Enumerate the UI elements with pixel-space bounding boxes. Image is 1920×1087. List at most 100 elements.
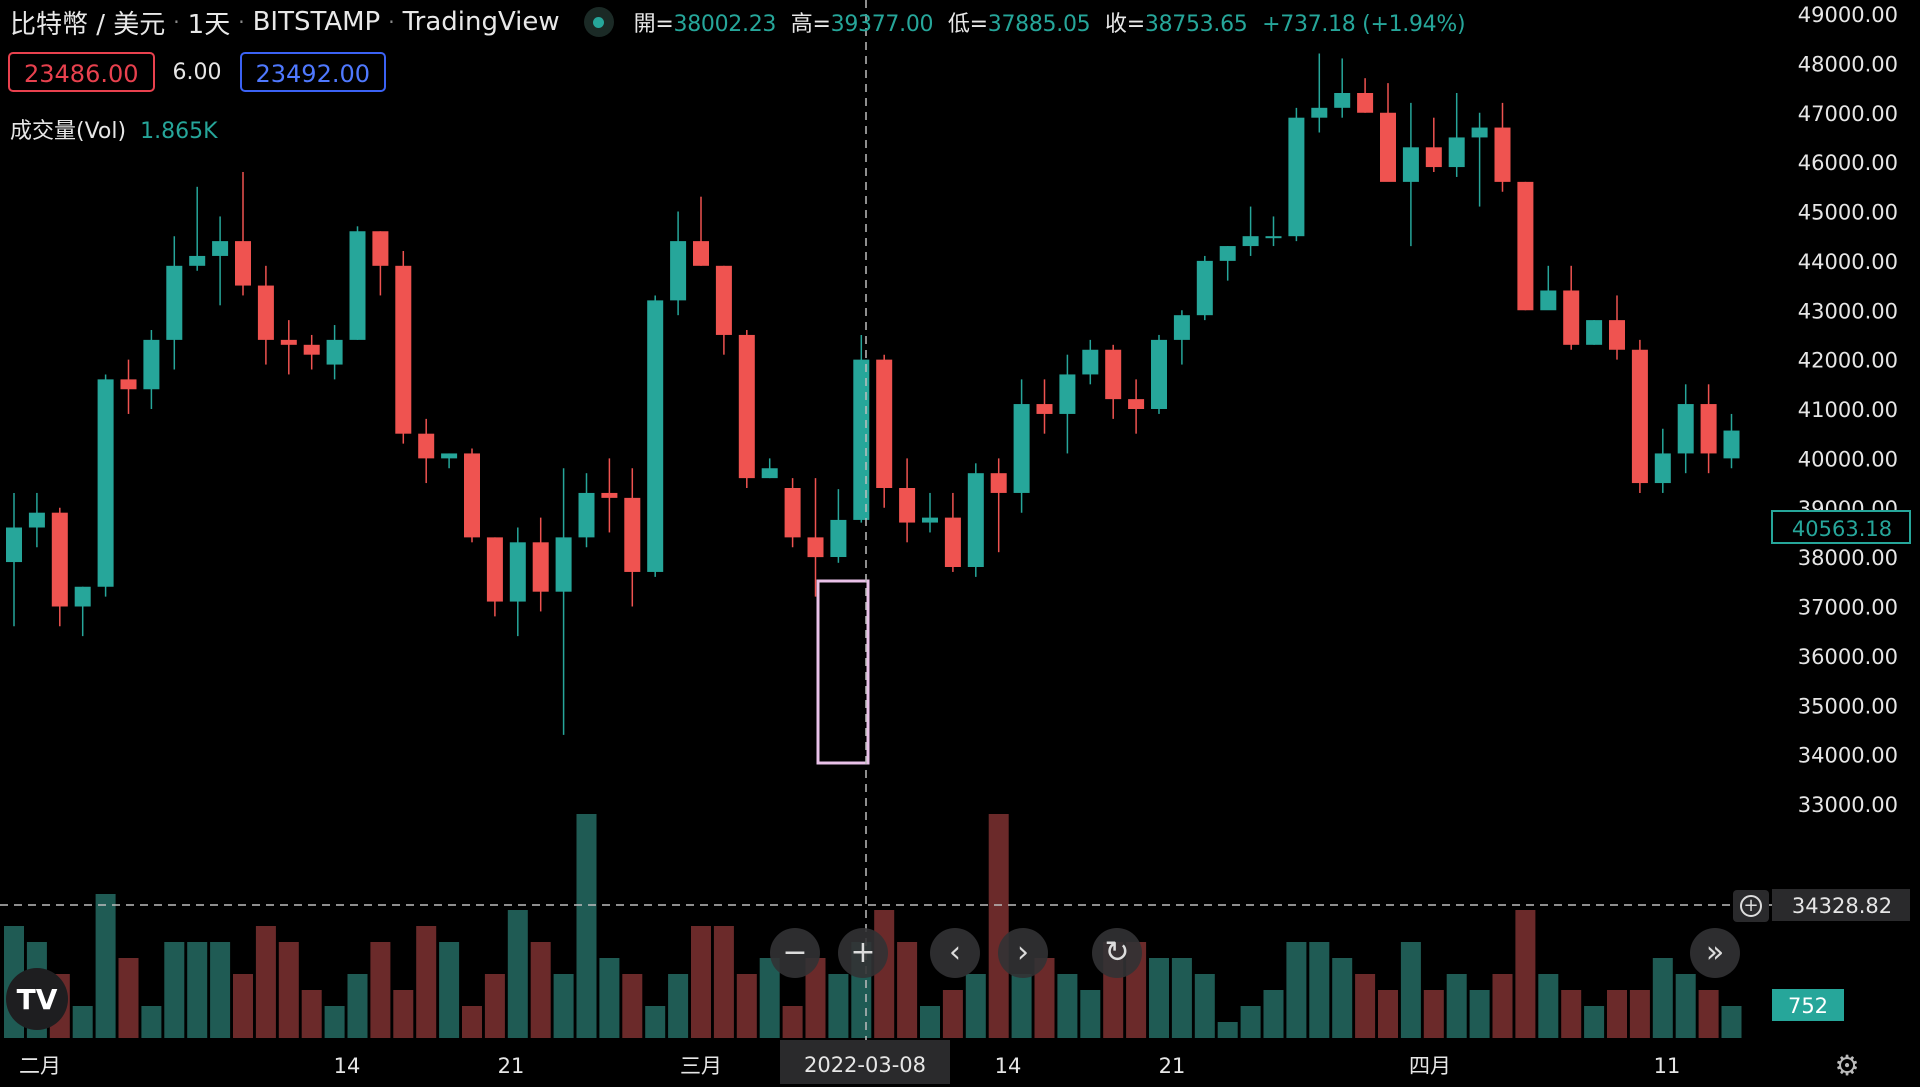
candle-body xyxy=(1425,147,1442,168)
candle xyxy=(143,330,160,409)
candle-body xyxy=(509,542,526,602)
volume-bar xyxy=(1675,974,1696,1038)
candle xyxy=(601,458,618,533)
candle xyxy=(670,211,687,316)
chart-settings-button[interactable]: ⚙ xyxy=(1832,1049,1862,1082)
candle-body xyxy=(578,492,595,538)
candle-body xyxy=(6,527,22,563)
candle-body xyxy=(1219,246,1236,261)
high-value: 39377.00 xyxy=(830,12,934,37)
reset-chart-button[interactable]: ↻ xyxy=(1092,928,1142,978)
candle-body xyxy=(899,488,916,523)
price-axis-label: 45000.00 xyxy=(1798,201,1898,225)
candle xyxy=(967,463,984,577)
candle xyxy=(1105,344,1122,419)
volume-bar xyxy=(1217,1022,1238,1038)
candle-body xyxy=(555,537,572,592)
candle xyxy=(28,492,45,548)
candle-body xyxy=(120,379,137,390)
buy-button[interactable]: 23492.00 xyxy=(239,52,387,92)
volume-bar xyxy=(988,814,1009,1038)
candle xyxy=(189,186,206,271)
time-axis[interactable]: 二月 14 21 三月 14 21 四月 11 xyxy=(19,1054,1680,1078)
sell-button[interactable]: 23486.00 xyxy=(8,52,155,92)
candle-body xyxy=(97,379,114,587)
time-axis-label: 21 xyxy=(498,1054,525,1078)
volume-bar xyxy=(462,1006,482,1038)
candle-body xyxy=(1105,349,1122,400)
volume-bar xyxy=(622,974,643,1038)
zoom-in-button[interactable]: + xyxy=(838,928,888,978)
candle-body xyxy=(738,334,755,479)
candle xyxy=(395,251,412,444)
candle-body xyxy=(326,339,343,365)
price-axis[interactable]: 49000.00 48000.00 47000.00 46000.00 45000.00… xyxy=(1798,3,1898,817)
candle xyxy=(1036,379,1053,434)
volume-bar xyxy=(1355,974,1376,1038)
crosshair-price-tag: 34328.82 xyxy=(1772,889,1910,921)
candle-body xyxy=(395,265,412,434)
volume-bar xyxy=(393,990,414,1038)
candle xyxy=(693,196,709,266)
volume-indicator-value: 1.865K xyxy=(140,119,218,144)
crosshair-date-label: 2022-03-08 xyxy=(804,1053,926,1077)
last-price-tag: 40563.18 xyxy=(1771,510,1911,544)
candle xyxy=(899,458,916,543)
candle xyxy=(212,216,229,306)
candle-body xyxy=(1357,93,1374,113)
candle xyxy=(74,586,91,637)
candle-body xyxy=(1654,453,1671,484)
candle xyxy=(853,334,870,523)
volume-bar xyxy=(1698,990,1719,1038)
candle-body xyxy=(257,285,274,340)
add-alert-button[interactable]: + xyxy=(1733,890,1769,922)
reset-icon: ↻ xyxy=(1104,935,1130,970)
volume-indicator-legend[interactable]: 成交量(Vol) 1.865K xyxy=(10,113,218,145)
volume-bar xyxy=(347,974,368,1038)
candle-body xyxy=(1563,290,1580,345)
price-axis-label: 42000.00 xyxy=(1798,349,1898,373)
volume-bar xyxy=(691,926,711,1038)
interval-label[interactable]: 1天 xyxy=(187,9,231,40)
price-axis-label: 49000.00 xyxy=(1798,3,1898,27)
candle xyxy=(555,468,572,735)
time-axis-label: 21 xyxy=(1159,1054,1186,1078)
price-axis-label: 36000.00 xyxy=(1798,645,1898,669)
candle xyxy=(1265,216,1282,247)
candle-body xyxy=(532,542,549,592)
candle xyxy=(784,478,801,548)
tradingview-logo[interactable]: TV xyxy=(6,968,68,1030)
crosshair-date-tag: 2022-03-08 xyxy=(780,1040,950,1084)
low-key: 低= xyxy=(947,12,988,37)
price-axis-label: 34000.00 xyxy=(1798,744,1898,768)
volume-bar xyxy=(942,990,963,1038)
volume-bar xyxy=(576,814,597,1038)
candle-body xyxy=(28,512,45,528)
candle xyxy=(51,507,68,627)
candle-body xyxy=(372,231,389,266)
scroll-to-latest-button[interactable]: » xyxy=(1690,928,1740,978)
scroll-left-button[interactable]: ‹ xyxy=(930,928,980,978)
volume-bar xyxy=(439,942,460,1038)
market-status-icon[interactable] xyxy=(583,7,614,37)
candle xyxy=(830,489,847,563)
price-axis-label: 41000.00 xyxy=(1798,398,1898,422)
zoom-out-button[interactable]: − xyxy=(770,928,820,978)
candle xyxy=(120,359,137,414)
symbol-name[interactable]: 比特幣 / 美元 xyxy=(10,9,166,40)
volume-bar xyxy=(1629,990,1650,1038)
volume-bar xyxy=(782,1006,803,1038)
candle-body xyxy=(647,300,664,572)
tradingview-logo-icon: TV xyxy=(16,982,58,1016)
candle-body xyxy=(166,265,183,340)
candle xyxy=(235,172,251,296)
volume-bar xyxy=(736,974,757,1038)
candle-body xyxy=(922,517,938,523)
price-axis-label: 47000.00 xyxy=(1798,102,1898,126)
scroll-right-button[interactable]: › xyxy=(998,928,1048,978)
candle xyxy=(1654,428,1671,493)
candle-body xyxy=(1700,404,1717,454)
candle xyxy=(1563,265,1580,350)
candle xyxy=(464,448,480,543)
